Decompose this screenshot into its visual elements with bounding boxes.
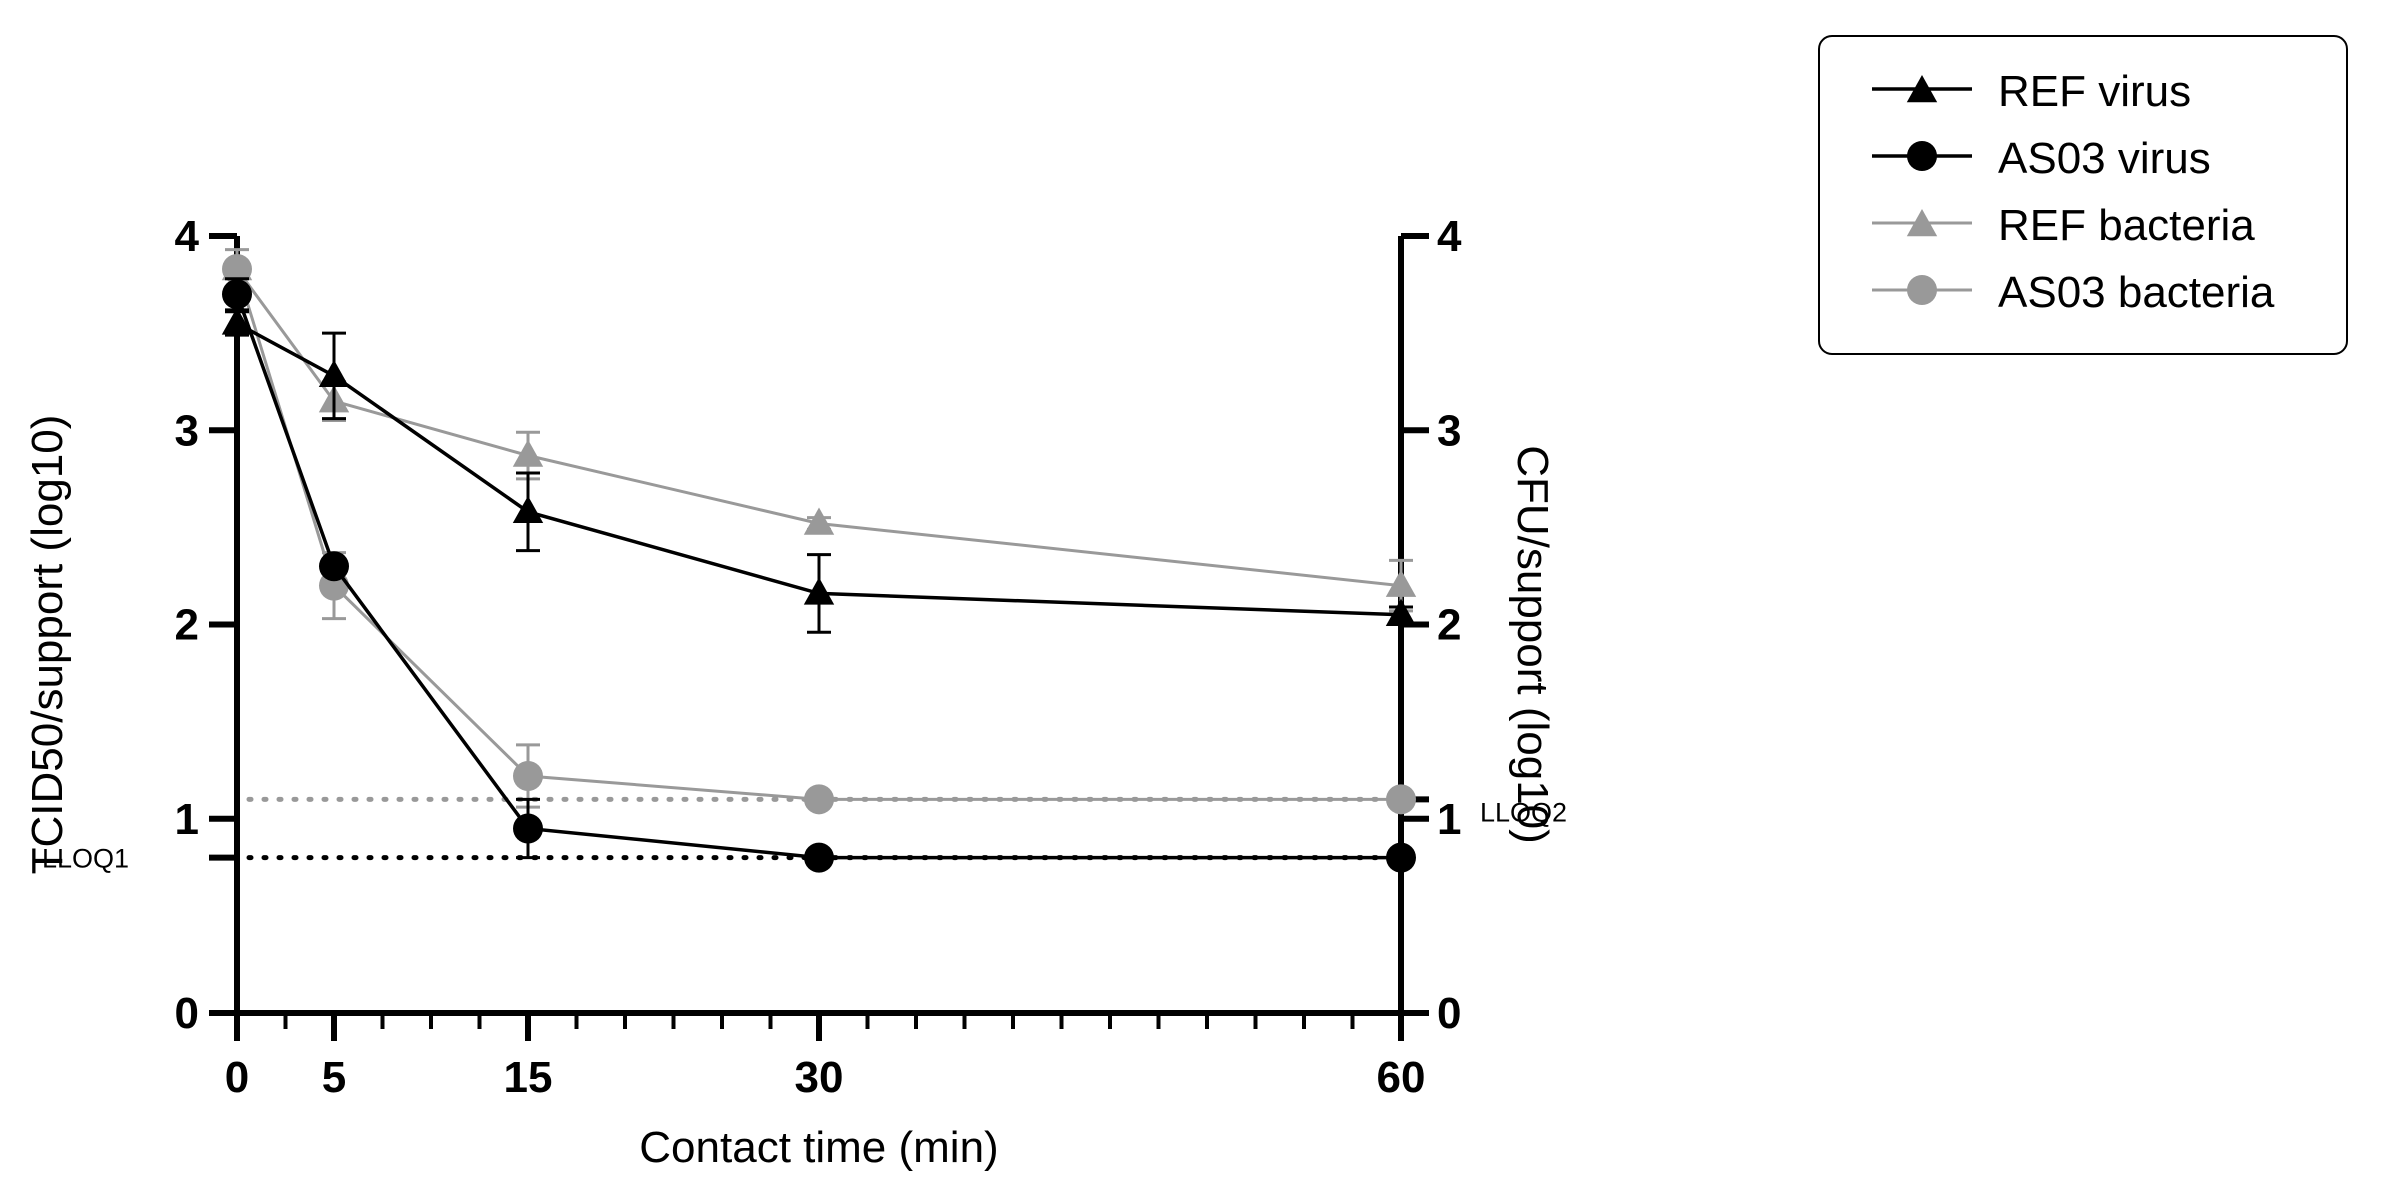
data-point bbox=[804, 842, 834, 873]
data-point bbox=[803, 507, 835, 535]
right-y-tick-label: 0 bbox=[1437, 989, 1461, 1038]
right-y-tick-label: 2 bbox=[1437, 601, 1461, 650]
left-y-tick-label: 1 bbox=[175, 795, 199, 844]
legend-marker bbox=[1907, 275, 1937, 305]
legend-marker bbox=[1906, 75, 1938, 103]
x-tick-label: 5 bbox=[322, 1053, 346, 1102]
legend-item: REF bacteria bbox=[1820, 191, 2346, 255]
data-point bbox=[1386, 784, 1416, 815]
legend-swatch bbox=[1872, 141, 1972, 171]
legend-label: REF bacteria bbox=[1998, 201, 2255, 250]
legend-marker bbox=[1907, 141, 1937, 171]
data-point bbox=[1385, 598, 1417, 626]
legend-label: AS03 virus bbox=[1998, 134, 2211, 183]
left-y-axis-title: TCID50/support (log10) bbox=[23, 415, 72, 875]
series-as03-virus bbox=[222, 277, 1416, 873]
right-y-tick-label: 4 bbox=[1437, 212, 1462, 261]
axes bbox=[209, 233, 1429, 1041]
data-point bbox=[804, 784, 834, 815]
series-ref-virus bbox=[221, 307, 1417, 634]
right-y-tick-label: 1 bbox=[1437, 795, 1461, 844]
data-point bbox=[513, 761, 543, 792]
data-point bbox=[512, 439, 544, 467]
left-y-tick-label: 4 bbox=[175, 212, 200, 261]
legend-item: AS03 bacteria bbox=[1820, 258, 2346, 322]
data-point bbox=[221, 307, 253, 335]
x-axis-title: Contact time (min) bbox=[639, 1123, 998, 1172]
data-point bbox=[513, 813, 543, 844]
data-point bbox=[319, 551, 349, 582]
series-line bbox=[235, 268, 1402, 588]
left-y-tick-label: 3 bbox=[175, 406, 199, 455]
left-y-tick-label: 0 bbox=[175, 989, 199, 1038]
legend-swatch bbox=[1872, 209, 1972, 237]
data-point bbox=[512, 495, 544, 524]
legend-label: AS03 bacteria bbox=[1998, 268, 2275, 317]
data-point bbox=[222, 279, 252, 310]
lloq-label: LLOQ1 bbox=[42, 844, 129, 874]
x-tick-label: 0 bbox=[225, 1053, 249, 1102]
legend-item: AS03 virus bbox=[1820, 124, 2346, 188]
legend-item: REF virus bbox=[1820, 57, 2346, 121]
left-y-tick-label: 2 bbox=[175, 601, 199, 650]
legend: REF virus AS03 virus REF bacteria AS03 bact… bbox=[1818, 35, 2348, 355]
right-y-axis-title: CFU/support (log10) bbox=[1508, 445, 1557, 844]
x-tick-label: 60 bbox=[1377, 1053, 1426, 1102]
data-point bbox=[318, 359, 350, 388]
legend-label: REF virus bbox=[1998, 67, 2192, 116]
x-tick-label: 15 bbox=[504, 1053, 553, 1102]
data-point bbox=[1385, 569, 1417, 597]
legend-swatch bbox=[1872, 275, 1972, 305]
legend-swatch bbox=[1872, 75, 1972, 103]
data-point bbox=[1386, 842, 1416, 873]
x-tick-label: 30 bbox=[795, 1053, 844, 1102]
data-point bbox=[222, 254, 252, 285]
series-layer bbox=[221, 248, 1417, 873]
data-point bbox=[803, 577, 835, 605]
lloq-label: LLOQ2 bbox=[1480, 797, 1567, 827]
right-y-tick-label: 3 bbox=[1437, 406, 1461, 455]
legend-marker bbox=[1906, 209, 1938, 237]
